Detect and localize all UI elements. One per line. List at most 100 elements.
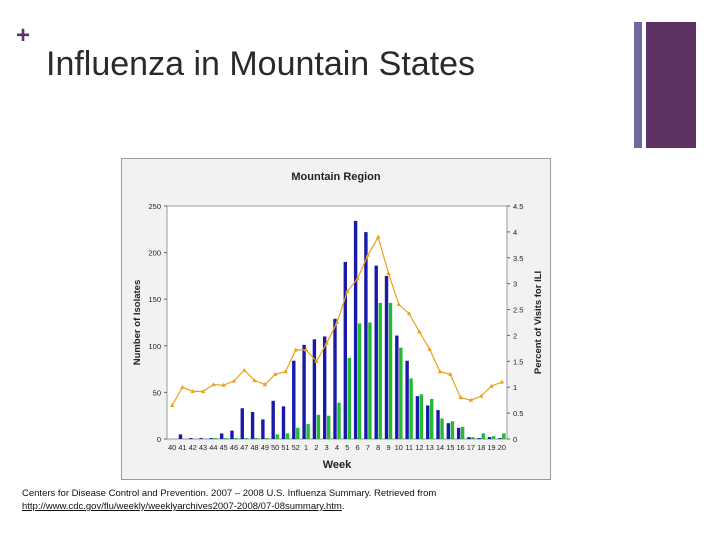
x-tick-label: 42 (189, 443, 197, 452)
bar-isolates-b (481, 433, 485, 439)
plus-bullet: + (16, 22, 31, 49)
x-tick-label: 8 (376, 443, 380, 452)
y2-tick-label: 0 (513, 435, 517, 444)
bar-isolates-a (426, 405, 430, 439)
ili-point (406, 311, 412, 316)
ili-point (417, 329, 422, 334)
bar-isolates-a (343, 261, 348, 439)
y2-tick-label: 3.5 (513, 254, 523, 263)
y2-tick-label: 4 (513, 228, 517, 237)
bar-isolates-a (374, 265, 378, 439)
bar-isolates-a (446, 423, 451, 439)
bar-isolates-b (471, 437, 475, 439)
bar-isolates-b (265, 438, 269, 439)
ili-point (458, 395, 463, 400)
ili-point (437, 369, 443, 374)
ili-point (489, 383, 494, 388)
chart-svg: Mountain Region05010015020025000.511.522… (132, 171, 544, 471)
x-tick-label: 20 (498, 443, 506, 452)
bar-isolates-a (405, 360, 409, 439)
bar-isolates-a (178, 434, 183, 439)
ili-point (468, 397, 474, 402)
ili-point (365, 252, 371, 257)
ili-point (303, 347, 309, 352)
ili-point (283, 369, 288, 374)
ili-point (499, 379, 505, 384)
x-tick-label: 15 (446, 443, 454, 452)
y-tick-label: 150 (148, 295, 161, 304)
bar-isolates-b (502, 433, 506, 439)
bar-isolates-b (254, 438, 259, 439)
ili-point (293, 347, 298, 352)
bar-isolates-b (326, 415, 331, 439)
x-tick-label: 13 (426, 443, 434, 452)
bar-isolates-a (240, 408, 244, 439)
ili-point (221, 382, 226, 387)
decorative-bar-thick (646, 22, 696, 148)
bar-isolates-b (368, 322, 372, 439)
y2-tick-label: 4.5 (513, 202, 523, 211)
y-axis-label: Number of Isolates (132, 280, 143, 366)
bar-isolates-a (199, 438, 203, 439)
x-tick-label: 14 (436, 443, 444, 452)
bar-isolates-a (209, 438, 214, 439)
bar-isolates-a (271, 400, 275, 439)
bar-isolates-b (378, 302, 382, 439)
bar-isolates-a (312, 339, 317, 439)
bar-isolates-a (281, 406, 286, 439)
ili-point (252, 378, 257, 383)
bar-isolates-a (353, 220, 358, 439)
x-tick-label: 16 (457, 443, 465, 452)
y2-axis-label: Percent of Visits for ILI (533, 271, 544, 374)
bar-isolates-b (244, 438, 248, 439)
citation-text: Centers for Disease Control and Preventi… (22, 488, 437, 499)
x-tick-label: 17 (467, 443, 475, 452)
x-tick-label: 10 (395, 443, 403, 452)
ili-point (427, 347, 432, 352)
chart-frame: Mountain Region 0 50 100 150 200 250 0 0.5 1 1.5 2 2… (121, 158, 551, 480)
bar-isolates-a (415, 396, 420, 439)
bar-isolates-b (275, 434, 279, 439)
y-tick-label: 0 (157, 435, 161, 444)
bar-isolates-b (440, 418, 444, 439)
x-axis-label: Week (323, 459, 352, 471)
bar-isolates-a (364, 232, 368, 439)
x-tick-label: 4 (335, 443, 339, 452)
ili-point (180, 384, 185, 389)
bar-isolates-a (261, 419, 265, 439)
y2-tick-label: 2 (513, 331, 517, 340)
chart-title: Mountain Region (291, 171, 380, 183)
bar-isolates-b (491, 436, 496, 439)
x-tick-label: 40 (168, 443, 176, 452)
y-tick-label: 200 (148, 249, 161, 258)
bar-isolates-b (296, 427, 300, 439)
bar-isolates-b (399, 347, 403, 439)
x-tick-label: 50 (271, 443, 279, 452)
y-tick-label: 250 (148, 202, 161, 211)
x-tick-label: 12 (415, 443, 423, 452)
citation: Centers for Disease Control and Preventi… (22, 487, 542, 513)
x-tick-label: 5 (345, 443, 349, 452)
bar-isolates-b (450, 421, 455, 439)
ili-point (200, 388, 206, 393)
bar-isolates-a (219, 433, 224, 439)
ili-point (314, 358, 319, 363)
y-tick-label: 50 (153, 388, 161, 397)
x-tick-label: 18 (477, 443, 485, 452)
bar-isolates-b (223, 438, 228, 439)
x-tick-label: 3 (325, 443, 329, 452)
bar-isolates-b (337, 402, 341, 439)
x-tick-label: 19 (487, 443, 495, 452)
bar-isolates-b (409, 378, 413, 439)
bar-isolates-b (357, 323, 362, 439)
citation-link[interactable]: http://www.cdc.gov/flu/weekly/weeklyarch… (22, 501, 342, 512)
bar-isolates-b (285, 433, 290, 439)
y2-tick-label: 3 (513, 280, 517, 289)
bar-isolates-a (477, 438, 481, 439)
x-tick-label: 9 (386, 443, 390, 452)
ili-point (376, 234, 381, 239)
bar-isolates-a (250, 411, 255, 439)
bar-isolates-a (230, 430, 234, 439)
y-tick-label: 100 (148, 342, 161, 351)
bar-isolates-a (456, 427, 461, 439)
